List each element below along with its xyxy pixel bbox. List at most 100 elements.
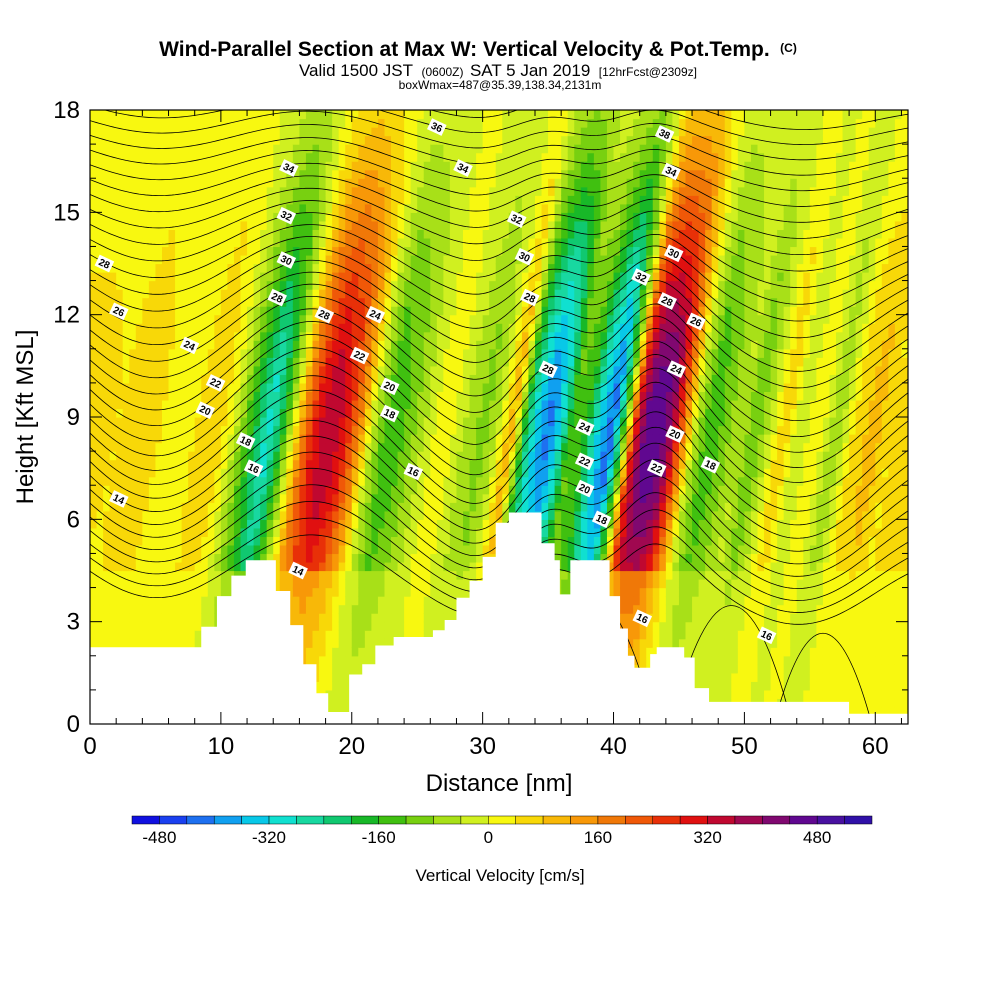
velocity-cell (181, 493, 189, 503)
velocity-cell (377, 272, 386, 282)
velocity-cell (227, 570, 235, 580)
velocity-cell (489, 365, 497, 375)
velocity-cell (397, 323, 405, 333)
velocity-cell (175, 186, 183, 196)
velocity-cell (155, 468, 163, 478)
velocity-cell (129, 374, 137, 384)
velocity-cell (116, 399, 124, 410)
velocity-cell (266, 493, 274, 503)
velocity-cell (312, 280, 320, 290)
velocity-cell (109, 630, 117, 640)
velocity-cell (443, 425, 451, 435)
velocity-cell (371, 382, 379, 393)
velocity-cell (247, 118, 255, 128)
velocity-cell (129, 459, 137, 469)
velocity-cell (345, 553, 353, 563)
velocity-cell (404, 596, 412, 606)
velocity-cell (299, 340, 307, 350)
velocity-cell (351, 323, 359, 333)
velocity-cell (391, 459, 399, 469)
velocity-cell (155, 229, 163, 239)
velocity-cell (325, 425, 333, 435)
velocity-cell (521, 127, 530, 137)
velocity-cell (305, 203, 314, 213)
velocity-cell (188, 408, 196, 418)
velocity-cell (194, 527, 202, 537)
velocity-cell (253, 254, 261, 265)
velocity-cell (286, 178, 294, 188)
velocity-cell (122, 417, 130, 427)
velocity-cell (456, 254, 464, 265)
velocity-cell (495, 289, 503, 299)
velocity-cell (345, 672, 353, 682)
velocity-cell (142, 468, 150, 478)
velocity-cell (345, 365, 353, 375)
velocity-cell (312, 587, 320, 597)
velocity-cell (423, 468, 431, 478)
velocity-cell (240, 152, 248, 162)
velocity-cell (90, 340, 98, 350)
velocity-cell (135, 246, 143, 256)
velocity-cell (129, 195, 137, 205)
velocity-cell (377, 289, 386, 299)
velocity-cell (476, 314, 484, 324)
velocity-cell (299, 519, 307, 529)
velocity-cell (482, 272, 490, 282)
velocity-cell (233, 485, 242, 495)
velocity-cell (397, 289, 405, 299)
velocity-cell (312, 152, 320, 162)
velocity-cell (364, 621, 372, 631)
velocity-cell (247, 195, 255, 205)
velocity-cell (482, 348, 490, 358)
velocity-cell (299, 297, 307, 307)
velocity-cell (410, 254, 418, 265)
velocity-cell (142, 161, 150, 171)
velocity-cell (384, 314, 392, 324)
velocity-cell (305, 442, 314, 452)
velocity-cell (135, 561, 143, 572)
velocity-cell (319, 186, 327, 196)
velocity-cell (201, 178, 209, 188)
velocity-cell (142, 374, 150, 384)
velocity-cell (410, 476, 418, 486)
velocity-cell (148, 237, 157, 248)
velocity-cell (397, 434, 405, 444)
velocity-cell (103, 587, 111, 597)
velocity-cell (109, 323, 117, 333)
velocity-cell (188, 161, 196, 171)
velocity-cell (286, 297, 294, 307)
velocity-cell (161, 374, 170, 384)
velocity-cell (338, 613, 346, 623)
velocity-cell (345, 476, 353, 486)
velocity-cell (384, 152, 392, 162)
velocity-cell (456, 570, 464, 580)
velocity-cell (325, 297, 333, 307)
velocity-cell (534, 203, 543, 213)
velocity-cell (338, 544, 346, 555)
velocity-cell (423, 186, 431, 196)
velocity-cell (508, 178, 516, 188)
velocity-cell (371, 587, 379, 597)
velocity-cell (358, 587, 366, 597)
velocity-cell (220, 468, 229, 478)
velocity-cell (103, 169, 111, 179)
velocity-cell (168, 246, 176, 256)
velocity-cell (358, 536, 366, 546)
velocity-cell (247, 399, 255, 410)
velocity-cell (463, 118, 471, 128)
velocity-cell (188, 417, 196, 427)
velocity-cell (338, 323, 346, 333)
velocity-cell (364, 331, 372, 341)
velocity-cell (240, 272, 248, 282)
velocity-cell (129, 212, 137, 222)
velocity-cell (482, 527, 490, 537)
velocity-cell (345, 485, 353, 495)
velocity-cell (286, 570, 294, 580)
velocity-cell (103, 442, 111, 452)
velocity-cell (371, 519, 379, 529)
velocity-cell (521, 135, 530, 145)
velocity-cell (430, 365, 438, 375)
velocity-cell (155, 237, 163, 248)
velocity-cell (181, 570, 189, 580)
velocity-cell (292, 135, 300, 145)
